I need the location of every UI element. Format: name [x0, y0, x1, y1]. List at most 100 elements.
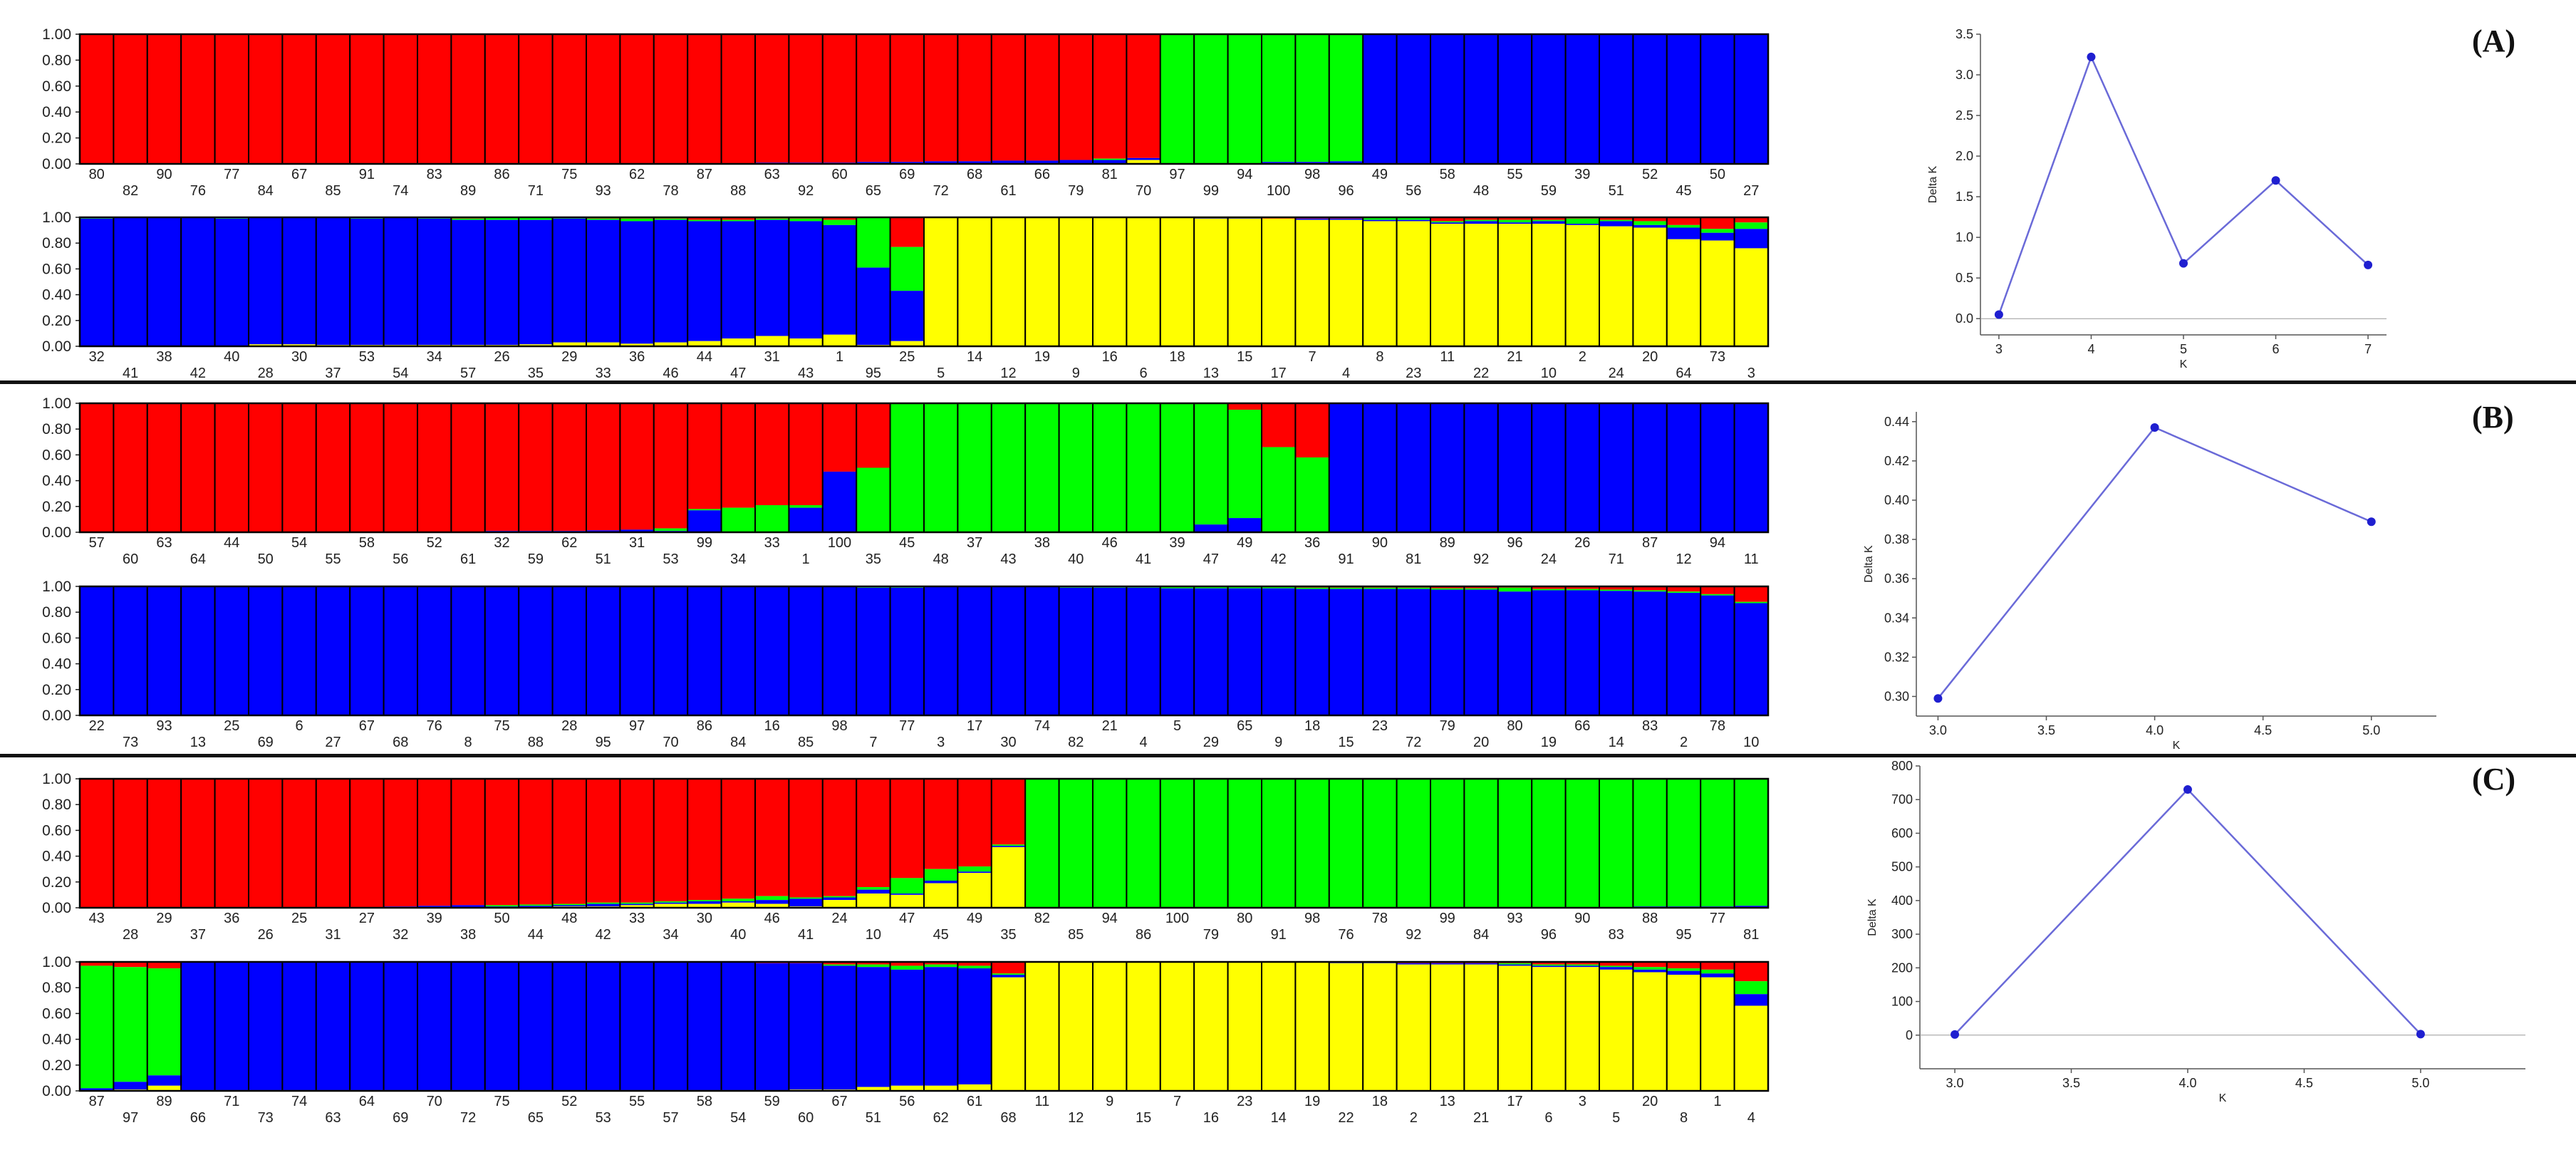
bar-label: 37: [325, 366, 341, 381]
bar-label: 41: [123, 366, 138, 381]
bar-label: 69: [258, 735, 274, 750]
bar-segment: [1262, 447, 1296, 532]
bar-label: 42: [190, 366, 206, 381]
bar-segment: [1430, 588, 1465, 590]
bar-segment: [1262, 218, 1296, 346]
bar-segment: [519, 217, 553, 220]
delta-k-y-tick-label: 0.44: [1884, 415, 1909, 429]
bar-label: 72: [460, 1110, 476, 1126]
bar-segment: [1464, 779, 1498, 908]
bar-segment: [1532, 779, 1566, 908]
bar-label: 100: [1165, 911, 1189, 926]
bar-label: 57: [460, 366, 476, 381]
bar-segment: [755, 219, 789, 336]
bar-label: 88: [730, 183, 746, 199]
bar-segment: [1532, 965, 1566, 968]
bar-label: 94: [1710, 535, 1725, 551]
bar-segment: [1734, 1005, 1768, 1091]
bar-label: 52: [561, 1094, 577, 1109]
bar-segment: [755, 896, 789, 901]
bar-label: 48: [561, 911, 577, 926]
bar-segment: [721, 217, 755, 220]
bar-label: 47: [899, 911, 915, 926]
bar-segment: [653, 528, 688, 532]
bar-label: 55: [629, 1094, 645, 1109]
bar-segment: [653, 219, 688, 343]
delta-k-y-tick-label: 800: [1891, 759, 1913, 773]
bar-label: 2: [1410, 1110, 1418, 1126]
delta-k-y-tick-label: 3.0: [1956, 68, 1973, 82]
delta-k-point: [1933, 694, 1943, 703]
bar-label: 9: [1072, 366, 1080, 381]
delta-k-x-tick-label: 5.0: [2362, 723, 2380, 737]
bar-segment: [822, 964, 857, 966]
bar-segment: [721, 403, 755, 508]
bar-label: 66: [1574, 718, 1590, 734]
bar-segment: [1599, 219, 1634, 222]
bar-label: 41: [798, 927, 814, 943]
bar-segment: [856, 162, 890, 164]
bar-segment: [856, 34, 890, 162]
bar-segment: [249, 779, 283, 908]
bar-label: 21: [1507, 349, 1522, 365]
bar-label: 28: [258, 366, 274, 381]
bar-segment: [1497, 779, 1532, 908]
bar-segment: [383, 34, 417, 164]
bar-segment: [1734, 217, 1768, 223]
bar-segment: [1126, 403, 1160, 532]
bar-segment: [1160, 403, 1195, 532]
bar-label: 23: [1237, 1094, 1252, 1109]
bar-segment: [822, 897, 857, 901]
bar-segment: [789, 218, 823, 222]
bar-segment: [1329, 587, 1364, 589]
bar-label: 23: [1406, 366, 1421, 381]
y-tick-label: 0.80: [42, 421, 71, 437]
delta-k-series-line: [1998, 54, 2369, 315]
bar-segment: [755, 218, 789, 220]
bar-label: 1: [1713, 1094, 1721, 1109]
bar-label: 90: [1574, 911, 1590, 926]
bar-segment: [957, 968, 992, 1084]
bar-label: 6: [1140, 366, 1148, 381]
bar-label: 23: [1372, 718, 1388, 734]
bar-label: 24: [1541, 551, 1557, 567]
bar-frame: [78, 585, 1770, 717]
bar-segment: [417, 586, 452, 715]
bar-segment: [147, 586, 182, 715]
bar-label: 40: [224, 349, 239, 365]
bar-segment: [417, 218, 452, 346]
bar-label: 96: [1507, 535, 1522, 551]
bar-segment: [1430, 779, 1465, 908]
bar-segment: [1565, 964, 1599, 966]
bar-segment: [586, 218, 620, 220]
bar-label: 8: [1680, 1110, 1688, 1126]
bar-segment: [789, 779, 823, 898]
bar-segment: [1194, 403, 1228, 525]
bar-segment: [789, 504, 823, 508]
panel-label-c: (C): [2472, 762, 2516, 797]
bar-segment: [1194, 34, 1228, 164]
bar-segment: [1093, 34, 1127, 159]
bar-label: 66: [1034, 167, 1050, 182]
bar-segment: [147, 968, 182, 1076]
bar-label: 93: [596, 183, 611, 199]
bar-segment: [1565, 589, 1599, 591]
bar-label: 50: [494, 911, 509, 926]
bar-label: 65: [1237, 718, 1252, 734]
bar-segment: [316, 962, 350, 1091]
bar-segment: [653, 962, 688, 1091]
bar-segment: [1464, 34, 1498, 164]
bar-segment: [1497, 591, 1532, 715]
bar-segment: [653, 403, 688, 529]
bar-segment: [856, 964, 890, 968]
bar-segment: [1329, 34, 1364, 162]
bar-segment: [1329, 589, 1364, 715]
bar-segment: [1363, 219, 1397, 222]
delta-k-y-tick-label: 200: [1891, 960, 1913, 975]
bar-segment: [451, 779, 485, 906]
bar-label: 36: [629, 349, 645, 365]
bar-segment: [316, 779, 350, 908]
bar-segment: [1734, 603, 1768, 715]
bar-label: 83: [427, 167, 442, 182]
bar-segment: [1599, 586, 1634, 590]
